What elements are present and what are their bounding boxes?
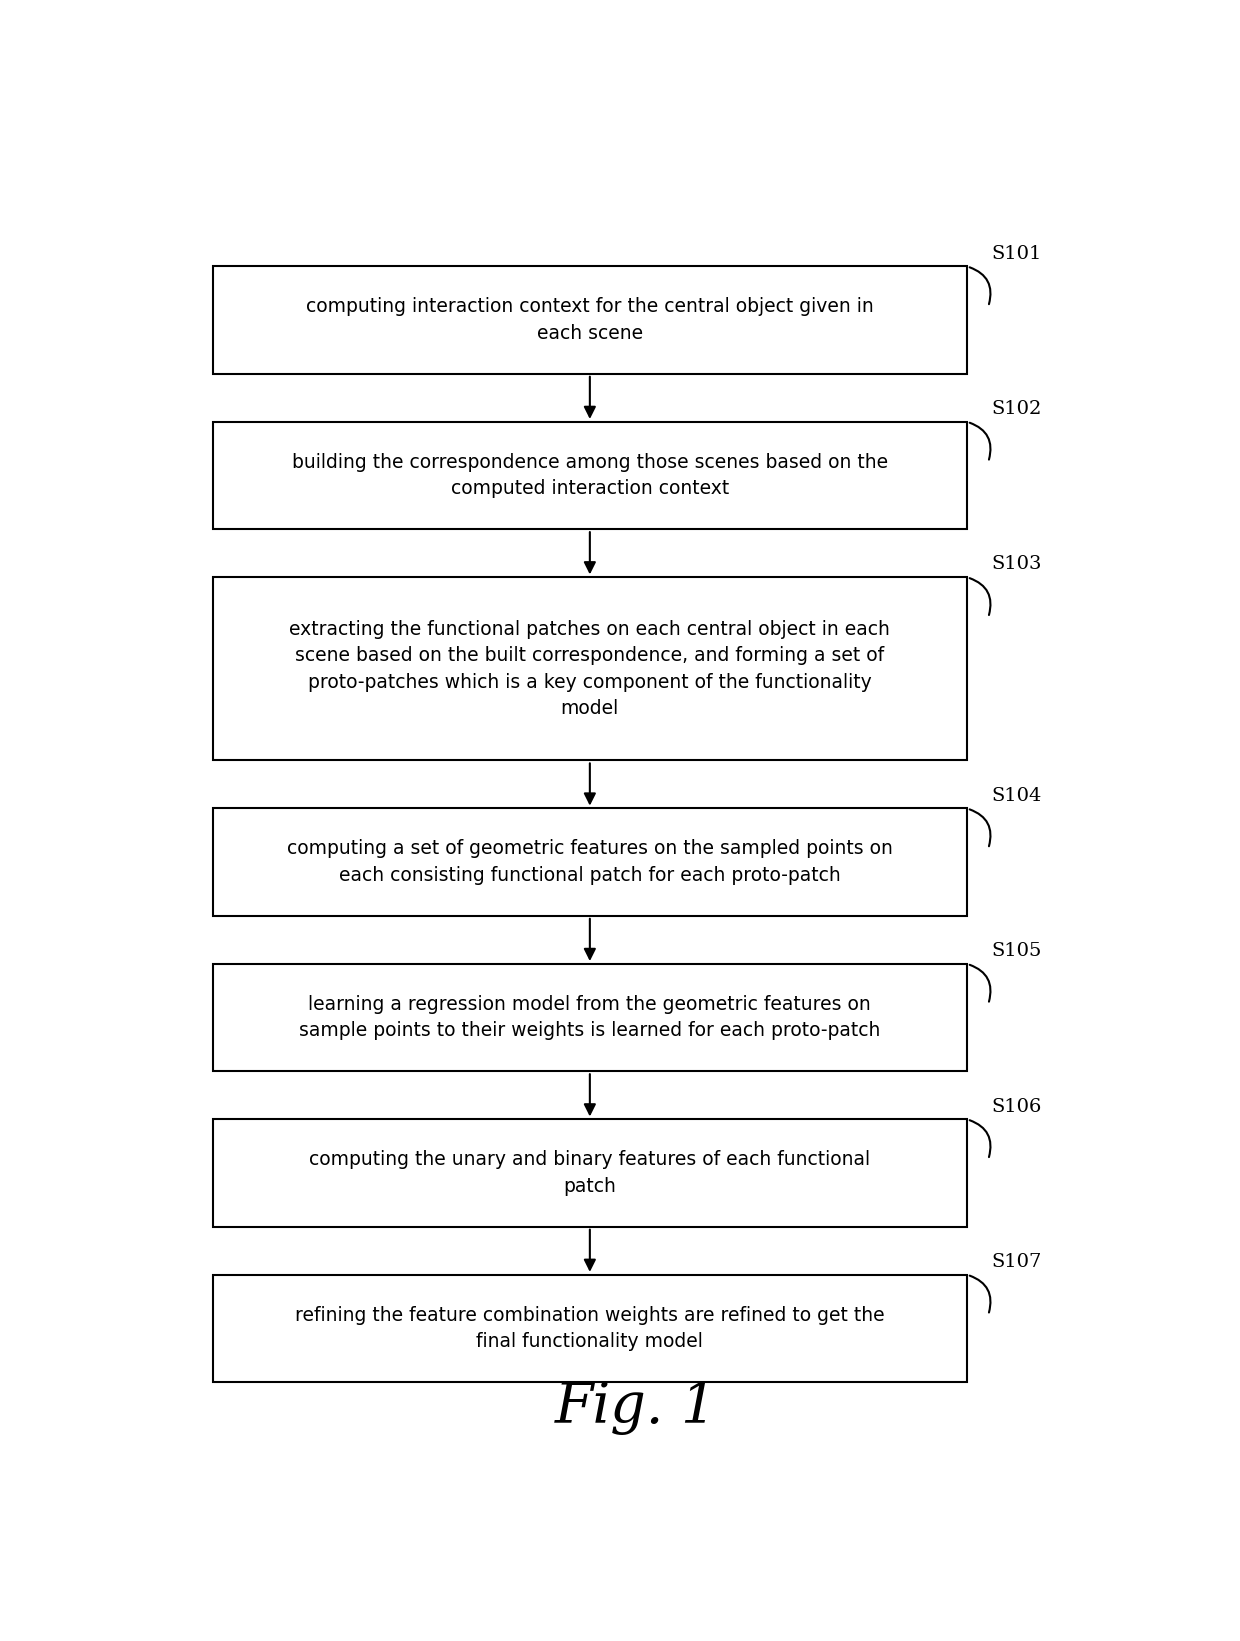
Text: learning a regression model from the geometric features on
sample points to thei: learning a regression model from the geo… — [299, 994, 880, 1040]
FancyBboxPatch shape — [213, 422, 967, 530]
Text: S103: S103 — [991, 555, 1042, 573]
FancyBboxPatch shape — [213, 1119, 967, 1227]
FancyBboxPatch shape — [213, 963, 967, 1072]
Text: extracting the functional patches on each central object in each
scene based on : extracting the functional patches on eac… — [289, 620, 890, 719]
Text: computing interaction context for the central object given in
each scene: computing interaction context for the ce… — [306, 297, 874, 343]
Text: S104: S104 — [991, 786, 1042, 804]
FancyBboxPatch shape — [213, 1275, 967, 1382]
Text: S106: S106 — [991, 1098, 1042, 1116]
Text: S101: S101 — [991, 245, 1042, 263]
Text: S105: S105 — [991, 942, 1042, 960]
Text: computing the unary and binary features of each functional
patch: computing the unary and binary features … — [309, 1150, 870, 1196]
Text: S107: S107 — [991, 1254, 1042, 1272]
Text: building the correspondence among those scenes based on the
computed interaction: building the correspondence among those … — [291, 453, 888, 499]
FancyBboxPatch shape — [213, 266, 967, 374]
FancyBboxPatch shape — [213, 578, 967, 760]
Text: Fig. 1: Fig. 1 — [554, 1380, 717, 1434]
Text: S102: S102 — [991, 400, 1042, 418]
FancyBboxPatch shape — [213, 809, 967, 916]
Text: computing a set of geometric features on the sampled points on
each consisting f: computing a set of geometric features on… — [286, 840, 893, 884]
Text: refining the feature combination weights are refined to get the
final functional: refining the feature combination weights… — [295, 1306, 884, 1351]
